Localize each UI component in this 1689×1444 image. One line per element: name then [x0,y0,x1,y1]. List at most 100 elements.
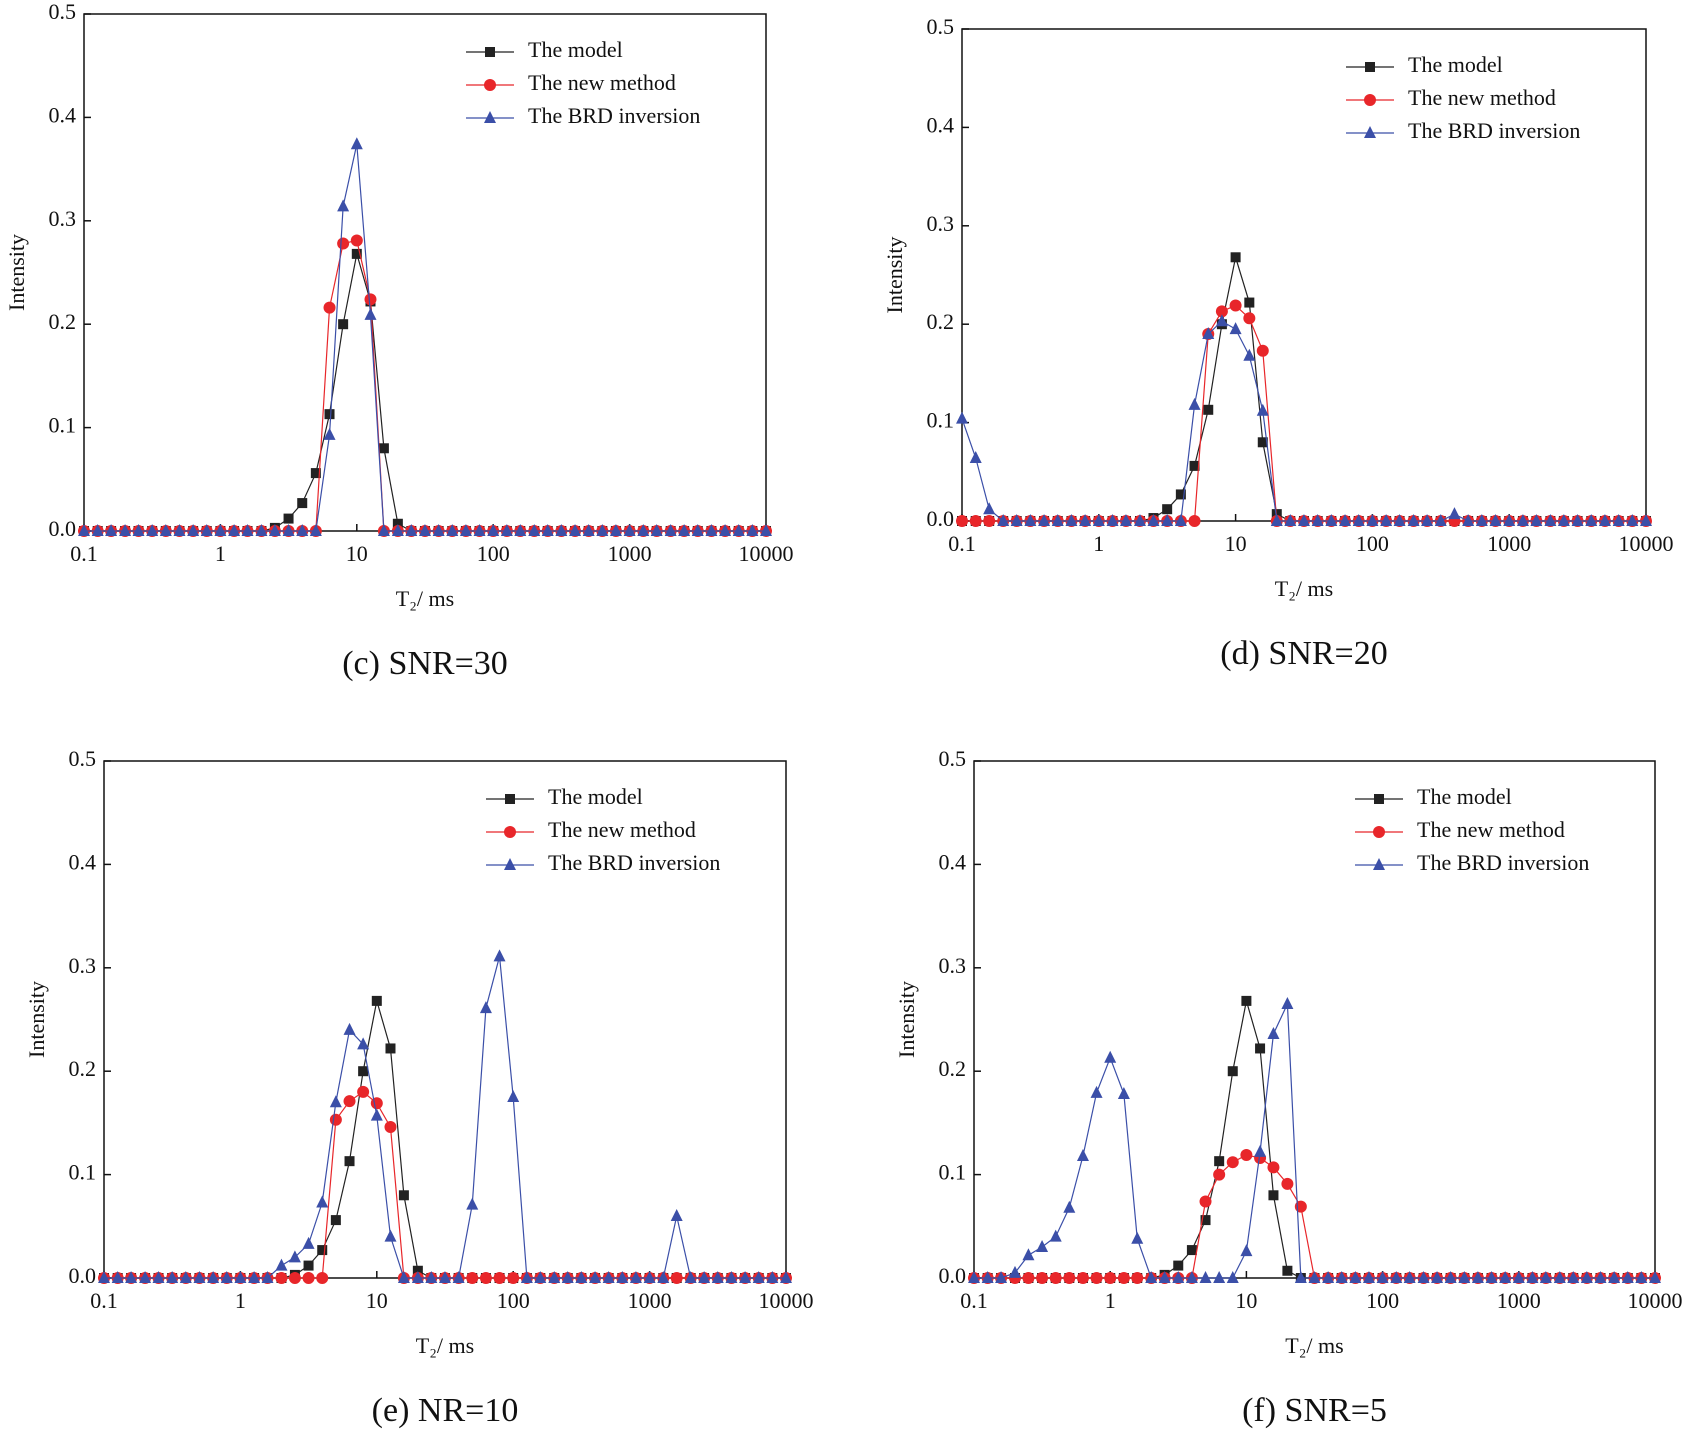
x-tick-label: 1000 [1497,1288,1541,1313]
marker [1173,1260,1184,1271]
marker [1512,1271,1525,1283]
marker [561,1271,574,1283]
marker [384,1229,397,1242]
marker [1503,514,1516,526]
y-tick-label: 0.1 [69,1160,97,1185]
marker [330,1215,341,1226]
marker [1022,1272,1035,1284]
marker [1485,1271,1498,1283]
marker [432,524,445,536]
marker [1117,1086,1130,1099]
legend-marker [484,79,496,91]
marker [378,443,389,454]
x-tick-label: 10 [1225,531,1247,556]
marker [1553,1271,1566,1283]
marker [275,1258,288,1271]
marker [1106,514,1119,526]
marker [1065,514,1078,526]
marker [1608,1271,1621,1283]
marker [1475,514,1488,526]
marker [1229,299,1242,312]
marker [351,248,362,259]
marker [1189,460,1200,471]
y-tick-label: 0.3 [927,211,955,236]
marker [1213,1271,1226,1283]
marker [1489,514,1502,526]
marker [310,468,321,479]
y-tick-label: 0.0 [939,1263,967,1288]
marker [119,524,132,536]
x-tick-label: 10000 [1619,531,1674,556]
marker [534,1271,547,1283]
marker [500,524,513,536]
x-tick-label: 10000 [739,541,794,566]
y-tick-label: 0.1 [927,408,955,433]
marker [297,498,308,509]
marker [1311,514,1324,526]
marker [323,301,336,314]
marker [1226,1156,1239,1169]
marker [377,524,390,536]
legend-marker [504,858,516,870]
marker [569,524,582,536]
marker [1133,514,1146,526]
marker [255,524,268,536]
marker [678,524,691,536]
marker [1380,514,1393,526]
marker [1444,1271,1457,1283]
marker [997,514,1010,526]
marker [1049,1272,1062,1284]
marker [357,1085,370,1098]
marker [459,524,472,536]
marker [316,1272,329,1284]
marker [282,524,295,536]
marker [1226,1271,1239,1283]
x-tick-label: 1000 [608,541,652,566]
marker [234,1271,247,1283]
y-tick-label: 0.3 [69,953,97,978]
marker [1229,322,1242,335]
marker [466,1272,479,1284]
marker [479,1001,492,1014]
marker [1010,514,1023,526]
marker [283,513,294,524]
marker [1079,514,1092,526]
marker [1649,1271,1661,1283]
marker [739,1271,752,1283]
marker [1626,514,1639,526]
y-tick-label: 0.4 [49,102,77,127]
marker [1174,514,1187,526]
marker [324,409,335,420]
x-axis-label: T₂/ ms [1275,576,1333,601]
series-line [962,257,1646,522]
x-axis-label: T₂/ ms [416,1333,474,1358]
marker [969,451,982,464]
y-tick-label: 0.0 [49,516,77,541]
marker [1213,1168,1226,1181]
legend-label: The model [548,784,643,809]
marker [1376,1271,1389,1283]
caption: (c) SNR=30 [342,645,508,682]
marker [1362,1271,1375,1283]
marker [1036,1272,1049,1284]
series-line [961,320,1646,522]
marker [1594,1271,1607,1283]
x-tick-label: 1000 [628,1288,672,1313]
marker [1200,1215,1211,1226]
marker [520,1271,533,1283]
marker [1571,514,1584,526]
marker [343,1022,356,1035]
marker [338,319,349,330]
marker [193,1271,206,1283]
marker [261,1271,274,1283]
marker [268,524,281,536]
marker [541,524,554,536]
marker [983,502,996,515]
marker [1585,514,1598,526]
marker [1431,1271,1444,1283]
marker [752,1271,765,1283]
chart-panel: 0.00.10.20.30.40.50.1 1 10 100 1000 10000T₂/ … [882,14,1673,672]
marker [337,199,350,212]
marker [479,1272,492,1284]
